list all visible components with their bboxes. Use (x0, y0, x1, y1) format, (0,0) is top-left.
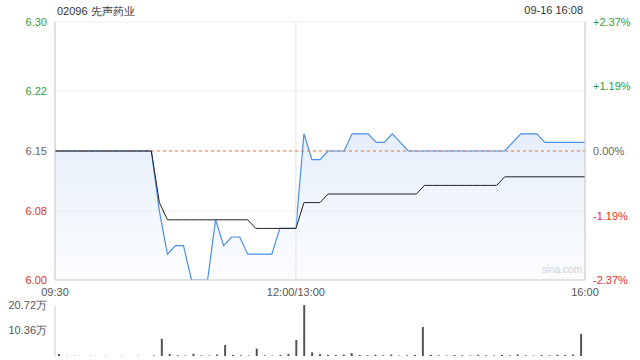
svg-text:6.00: 6.00 (26, 274, 47, 286)
svg-text:+1.19%: +1.19% (593, 80, 631, 92)
svg-text:6.15: 6.15 (26, 145, 47, 157)
html-text:09-16 16:08: 09-16 16:08 (524, 4, 583, 16)
svg-text:-2.37%: -2.37% (593, 274, 628, 286)
svg-text:10.36万: 10.36万 (8, 324, 47, 336)
svg-text:0.00%: 0.00% (593, 145, 624, 157)
svg-text:12:00/13:00: 12:00/13:00 (267, 286, 325, 298)
svg-text:6.08: 6.08 (26, 205, 47, 217)
svg-text:+2.37%: +2.37% (593, 16, 631, 28)
svg-text:20.72万: 20.72万 (8, 299, 47, 311)
html-text:02096 先声药业: 02096 先声药业 (57, 5, 135, 17)
svg-text:6.30: 6.30 (26, 16, 47, 28)
svg-text:09:30: 09:30 (41, 286, 69, 298)
svg-text:-1.19%: -1.19% (593, 210, 628, 222)
html-text:sina.com: sina.com (542, 264, 582, 275)
svg-text:16:00: 16:00 (571, 286, 599, 298)
svg-text:6.22: 6.22 (26, 85, 47, 97)
